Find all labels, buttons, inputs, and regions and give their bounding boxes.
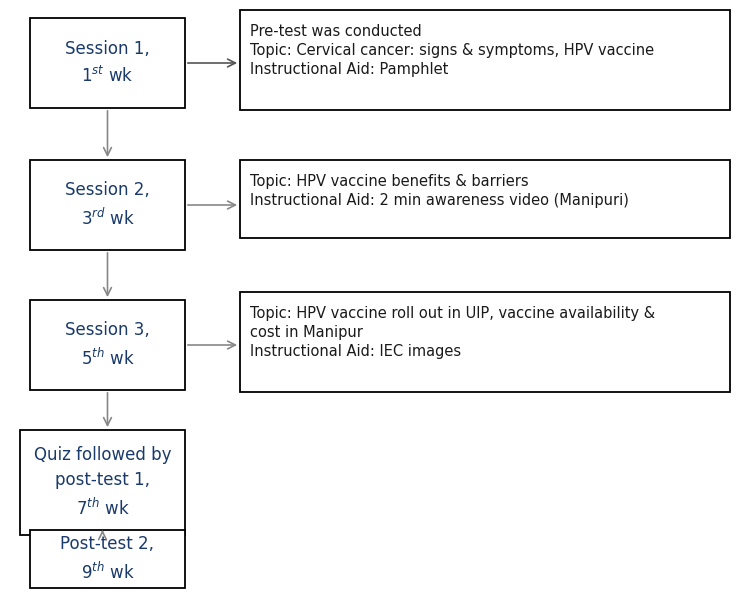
Bar [240, 10, 730, 110]
Text: Topic: HPV vaccine roll out in UIP, vaccine availability &: Topic: HPV vaccine roll out in UIP, vacc… [250, 306, 655, 321]
Bar [240, 292, 730, 392]
Text: Instructional Aid: IEC images: Instructional Aid: IEC images [250, 344, 461, 359]
Bar [240, 160, 730, 238]
Bar [20, 430, 185, 535]
Text: Topic: Cervical cancer: signs & symptoms, HPV vaccine: Topic: Cervical cancer: signs & symptoms… [250, 43, 654, 58]
Bar [30, 18, 185, 108]
Text: Instructional Aid: Pamphlet: Instructional Aid: Pamphlet [250, 62, 448, 77]
Text: Pre-test was conducted: Pre-test was conducted [250, 24, 422, 39]
Bar [30, 530, 185, 588]
Text: Session 3,
5$^{th}$ wk: Session 3, 5$^{th}$ wk [65, 321, 150, 369]
Text: Instructional Aid: 2 min awareness video (Manipuri): Instructional Aid: 2 min awareness video… [250, 193, 629, 208]
Bar [30, 160, 185, 250]
Text: cost in Manipur: cost in Manipur [250, 325, 363, 340]
Text: Quiz followed by
post-test 1,
7$^{th}$ wk: Quiz followed by post-test 1, 7$^{th}$ w… [34, 446, 171, 519]
Text: Session 2,
3$^{rd}$ wk: Session 2, 3$^{rd}$ wk [65, 181, 150, 229]
Text: Post-test 2,
9$^{th}$ wk: Post-test 2, 9$^{th}$ wk [60, 535, 154, 583]
Bar [30, 300, 185, 390]
Text: Topic: HPV vaccine benefits & barriers: Topic: HPV vaccine benefits & barriers [250, 174, 529, 189]
Text: Session 1,
1$^{st}$ wk: Session 1, 1$^{st}$ wk [65, 40, 150, 86]
